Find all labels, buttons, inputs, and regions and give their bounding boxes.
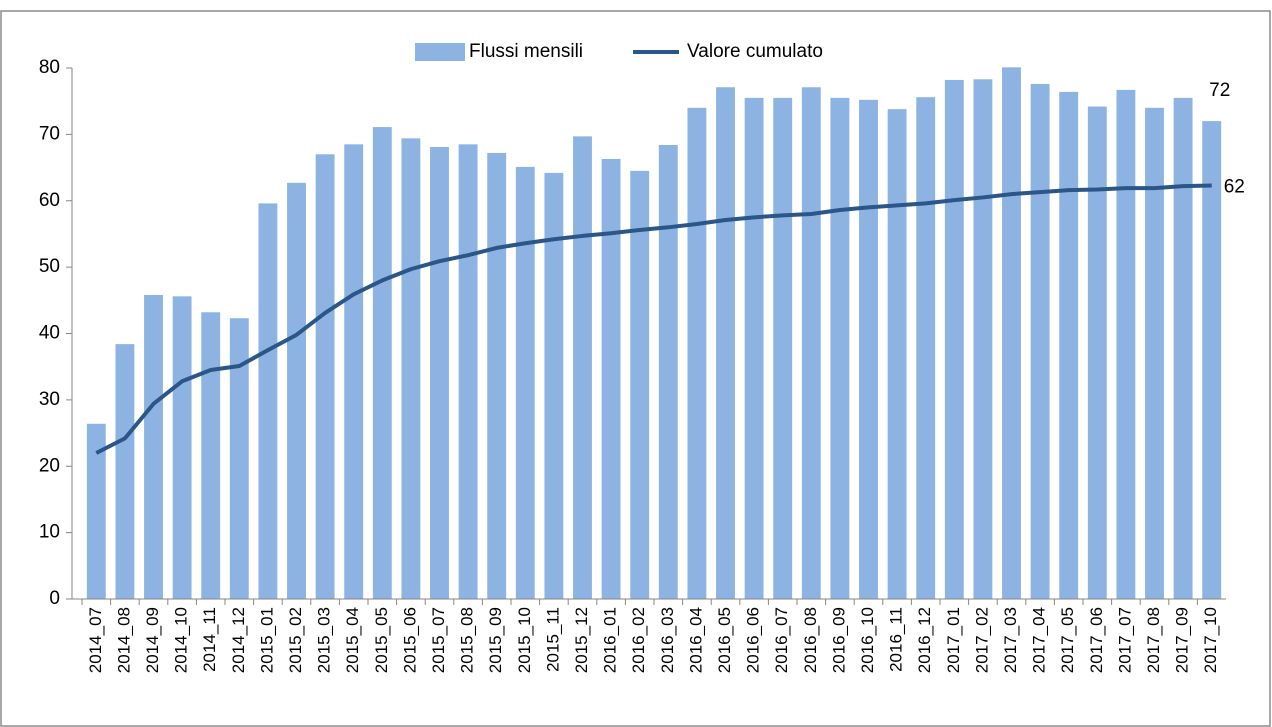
x-tick-label: 2014_09	[143, 607, 162, 673]
bar	[1116, 89, 1136, 599]
x-tick-label: 2016_09	[829, 607, 848, 673]
bar-value-label: 72	[1209, 80, 1230, 101]
bar	[601, 158, 621, 599]
y-tick-label: 20	[39, 455, 60, 476]
x-tick-label: 2016_08	[801, 607, 820, 673]
x-tick-label: 2016_12	[915, 607, 934, 673]
y-tick-label: 30	[39, 389, 60, 410]
x-tick-label: 2016_01	[601, 607, 620, 673]
x-tick-label: 2016_07	[772, 607, 791, 673]
x-tick-label: 2016_10	[858, 607, 877, 673]
bar	[1173, 97, 1193, 600]
x-tick-label: 2015_05	[372, 607, 391, 673]
x-tick-label: 2016_04	[686, 607, 705, 673]
x-tick-label: 2014_08	[114, 607, 133, 673]
bar	[1202, 121, 1222, 599]
bar	[630, 170, 650, 599]
bar	[1030, 83, 1050, 600]
bar	[1087, 106, 1107, 599]
bar	[487, 152, 507, 599]
bar	[258, 203, 278, 599]
x-tick-label: 2015_07	[429, 607, 448, 673]
x-tick-label: 2015_02	[286, 607, 305, 673]
bar	[544, 172, 564, 599]
x-tick-label: 2015_09	[486, 607, 505, 673]
bar	[887, 109, 907, 599]
bar	[687, 107, 707, 599]
bar	[973, 79, 993, 599]
x-tick-label: 2014_07	[86, 607, 105, 673]
x-tick-label: 2017_07	[1115, 607, 1134, 673]
bar	[229, 318, 249, 599]
bar	[830, 97, 850, 600]
x-tick-label: 2017_03	[1001, 607, 1020, 673]
y-tick-label: 60	[39, 190, 60, 211]
bar	[573, 136, 592, 599]
bar	[287, 182, 306, 600]
legend-label: Valore cumulato	[687, 41, 823, 62]
y-tick-label: 40	[39, 323, 60, 344]
x-tick-label: 2015_04	[343, 607, 362, 673]
x-tick-label: 2015_06	[400, 607, 419, 673]
x-tick-label: 2015_01	[257, 607, 276, 673]
x-tick-label: 2016_02	[629, 607, 648, 673]
line-value-label: 62	[1224, 176, 1245, 197]
x-tick-label: 2015_03	[315, 607, 334, 673]
bar	[458, 144, 478, 600]
x-tick-label: 2017_04	[1030, 607, 1049, 673]
bar	[144, 295, 163, 599]
x-tick-label: 2016_05	[715, 607, 734, 673]
legend-label: Flussi mensili	[469, 41, 583, 62]
bar	[801, 87, 821, 599]
bar	[1059, 91, 1079, 600]
y-tick-label: 50	[39, 256, 60, 277]
y-tick-label: 10	[39, 522, 60, 543]
x-tick-label: 2017_06	[1087, 607, 1106, 673]
y-tick-label: 0	[49, 588, 60, 609]
x-tick-label: 2014_10	[172, 607, 191, 673]
bar	[372, 127, 392, 599]
bar	[172, 296, 192, 599]
bar	[115, 344, 135, 599]
bar	[344, 144, 364, 600]
x-tick-label: 2017_08	[1144, 607, 1163, 673]
bar	[944, 79, 964, 599]
x-tick-label: 2015_12	[572, 607, 591, 673]
bar	[859, 99, 878, 600]
x-tick-label: 2017_02	[972, 607, 991, 673]
bar	[916, 97, 936, 599]
x-tick-label: 2016_03	[658, 607, 677, 673]
bar	[716, 87, 735, 599]
x-tick-label: 2015_10	[515, 607, 534, 673]
bar	[658, 144, 678, 599]
y-tick-label: 80	[39, 57, 60, 78]
bar	[315, 154, 335, 599]
legend-swatch	[415, 43, 465, 61]
x-tick-label: 2014_11	[200, 607, 219, 672]
x-tick-label: 2017_01	[944, 607, 963, 673]
x-tick-label: 2017_09	[1173, 607, 1192, 673]
bar	[773, 97, 793, 600]
x-tick-label: 2016_06	[744, 607, 763, 673]
bar	[1145, 107, 1164, 599]
x-tick-label: 2015_08	[458, 607, 477, 673]
bar	[515, 166, 535, 599]
line	[95, 183, 1212, 455]
x-tick-label: 2017_10	[1201, 607, 1220, 673]
x-tick-label: 2016_11	[887, 607, 906, 672]
x-tick-label: 2015_11	[543, 607, 562, 672]
bar	[401, 138, 421, 600]
bar	[430, 146, 449, 599]
bar	[201, 312, 221, 599]
x-tick-label: 2014_12	[229, 607, 248, 673]
x-tick-label: 2017_05	[1058, 607, 1077, 673]
bar	[1002, 67, 1021, 600]
bar	[86, 423, 106, 599]
y-tick-label: 70	[39, 123, 60, 144]
bar	[744, 97, 764, 600]
